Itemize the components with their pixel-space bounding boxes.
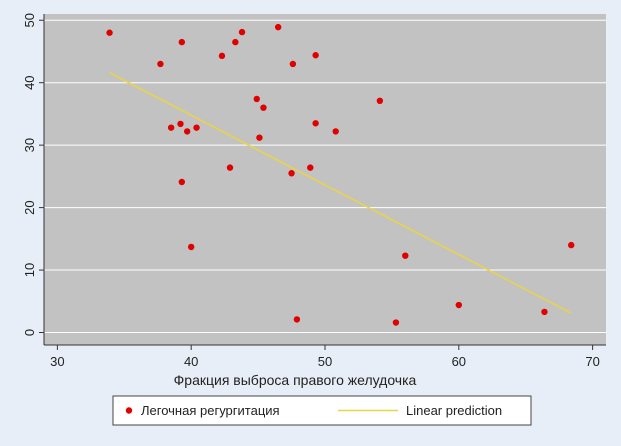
data-point: [177, 120, 184, 128]
data-point: [232, 38, 239, 46]
data-point: [307, 164, 314, 171]
data-point: [178, 178, 186, 186]
data-point: [183, 128, 191, 135]
data-point: [256, 134, 263, 141]
y-tick-label: 40: [22, 75, 37, 89]
x-tick-label: 70: [585, 354, 599, 369]
legend-marker-pulmonary-regurgitation: [125, 407, 133, 414]
legend-box: [112, 395, 532, 426]
data-point: [226, 164, 234, 171]
data-point: [312, 52, 319, 59]
data-point: [376, 97, 384, 105]
x-tick-label: 30: [50, 354, 64, 369]
data-point: [332, 128, 339, 135]
legend-label-pulmonary-regurgitation: Легочная регургитация: [141, 403, 280, 418]
data-point: [218, 52, 226, 60]
y-tick-label: 50: [22, 13, 37, 27]
data-point: [455, 301, 463, 309]
data-point: [193, 124, 200, 131]
y-tick-label: 30: [22, 138, 37, 152]
data-point: [289, 60, 297, 68]
data-point: [288, 170, 295, 177]
y-tick-label: 20: [22, 200, 37, 214]
data-point: [392, 319, 400, 326]
data-point: [402, 252, 409, 259]
x-axis-title: Фракция выброса правого желудочка: [174, 372, 417, 388]
legend: Легочная регургитация Linear prediction: [112, 395, 532, 426]
axes: [39, 14, 606, 350]
linear-prediction-line: [109, 71, 572, 314]
data-point: [106, 29, 113, 36]
x-tick-label: 60: [452, 354, 466, 369]
data-point: [253, 95, 260, 103]
data-point: [157, 60, 164, 68]
data-point: [541, 308, 548, 316]
y-tick-label: 0: [22, 329, 37, 336]
data-point: [568, 241, 575, 249]
y-tick-label: 10: [22, 263, 37, 277]
x-tick-label: 40: [184, 354, 198, 369]
data-point: [238, 28, 246, 36]
data-point: [167, 124, 175, 131]
data-point: [274, 23, 282, 31]
tick-labels: 0 10 20 30 40 50 30 40 50 60 70: [22, 13, 600, 369]
legend-label-linear-prediction: Linear prediction: [406, 403, 502, 418]
x-tick-label: 50: [318, 354, 332, 369]
grid-lines: [44, 19, 606, 334]
plot-area: [44, 14, 606, 345]
data-point: [260, 104, 267, 111]
data-point: [293, 316, 301, 323]
data-point: [187, 243, 195, 251]
data-point: [178, 38, 186, 46]
data-point: [312, 120, 319, 127]
series-layer: [106, 23, 575, 326]
